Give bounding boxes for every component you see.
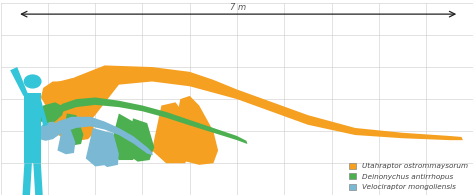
Polygon shape (109, 113, 140, 160)
Polygon shape (57, 128, 75, 154)
Polygon shape (46, 75, 105, 113)
Legend: Utahraptor ostrommaysorum, Deinonychus antirrhopus, Velociraptor mongoliensis: Utahraptor ostrommaysorum, Deinonychus a… (348, 161, 470, 192)
Polygon shape (86, 128, 109, 166)
Polygon shape (41, 82, 76, 109)
Polygon shape (67, 105, 95, 141)
Polygon shape (22, 163, 32, 195)
Polygon shape (98, 131, 119, 167)
Polygon shape (36, 96, 48, 126)
Ellipse shape (24, 75, 41, 88)
Polygon shape (38, 102, 64, 123)
Polygon shape (24, 93, 41, 163)
Polygon shape (126, 118, 155, 162)
Polygon shape (48, 97, 247, 144)
Polygon shape (33, 163, 43, 195)
Polygon shape (48, 65, 463, 141)
Polygon shape (10, 67, 28, 96)
Polygon shape (48, 117, 153, 155)
Polygon shape (171, 96, 218, 165)
Polygon shape (62, 113, 83, 146)
Polygon shape (37, 122, 61, 141)
Text: 7 m: 7 m (230, 3, 246, 12)
Polygon shape (152, 102, 194, 163)
